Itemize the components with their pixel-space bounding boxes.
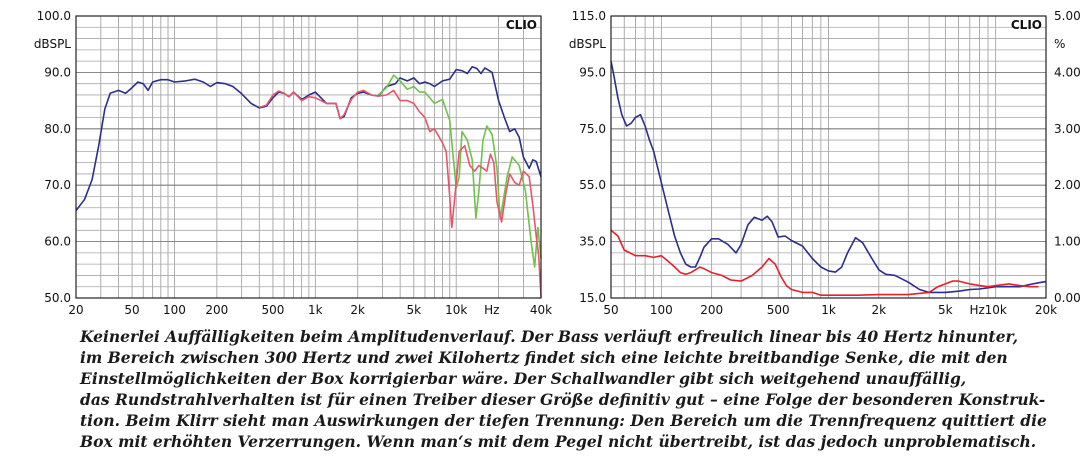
brand-label: CLIO xyxy=(1011,18,1042,32)
charts-area: 50.0 60.0 70.0 80.0 90.0 100.0 dBSPL 20 50 100 200… xyxy=(34,9,1081,317)
series-line xyxy=(259,89,542,297)
x-tick-label: 20k xyxy=(1035,303,1057,317)
x-tick-label: 40k xyxy=(530,303,552,317)
series-line xyxy=(377,74,542,268)
x-axis-label: Hz xyxy=(969,303,984,317)
y2-axis-label: % xyxy=(1054,37,1065,51)
y-tick-label: 95.0 xyxy=(579,65,606,79)
plot-frame xyxy=(610,15,1047,299)
y2-tick-label: 2.00 xyxy=(1054,178,1081,192)
y-tick-label: 60.0 xyxy=(44,235,71,249)
x-tick-label: 200 xyxy=(205,303,228,317)
y-tick-label: 75.0 xyxy=(579,122,606,136)
y-tick-label: 90.0 xyxy=(44,65,71,79)
y-tick-label: 115.0 xyxy=(572,9,606,23)
y2-tick-label: 5.00 xyxy=(1054,9,1081,23)
x-tick-label: 200 xyxy=(700,303,723,317)
caption-line: das Rundstrahlverhalten ist für einen Tr… xyxy=(80,390,1046,409)
x-tick-label: 10k xyxy=(445,303,467,317)
x-tick-label: 1k xyxy=(821,303,836,317)
x-tick-label: 50 xyxy=(603,303,618,317)
y-tick-label: 35.0 xyxy=(579,235,606,249)
x-tick-label: 2k xyxy=(350,303,365,317)
x-tick-label: 1k xyxy=(308,303,323,317)
y2-tick-label: 1.00 xyxy=(1054,235,1081,249)
series-line xyxy=(610,229,1039,296)
x-axis-label: Hz xyxy=(484,303,499,317)
caption-line: im Bereich zwischen 300 Hertz und zwei K… xyxy=(80,348,1008,367)
x-tick-label: 100 xyxy=(163,303,186,317)
y2-tick-label: 0.00 xyxy=(1054,291,1081,305)
x-tick-label: 5k xyxy=(406,303,421,317)
caption-line: tion. Beim Klirr sieht man Auswirkungen … xyxy=(80,411,1047,430)
brand-label: CLIO xyxy=(506,18,537,32)
plot-frame xyxy=(75,15,542,299)
y-tick-label: 80.0 xyxy=(44,122,71,136)
y-tick-label: 100.0 xyxy=(37,9,71,23)
x-tick-label: 500 xyxy=(767,303,790,317)
y-tick-label: 50.0 xyxy=(44,291,71,305)
x-tick-label: 20 xyxy=(68,303,83,317)
y-tick-label: 55.0 xyxy=(579,178,606,192)
y-tick-label: 70.0 xyxy=(44,178,71,192)
x-tick-label: 5k xyxy=(938,303,953,317)
y-axis-label: dBSPL xyxy=(34,37,71,51)
x-tick-label: 100 xyxy=(650,303,673,317)
x-tick-label: 10k xyxy=(985,303,1007,317)
caption-line: Box mit erhöhten Verzerrungen. Wenn man‘… xyxy=(80,432,1037,451)
y2-tick-label: 4.00 xyxy=(1054,65,1081,79)
caption-line: Keinerlei Auffälligkeiten beim Amplitude… xyxy=(80,327,1018,346)
series-line xyxy=(610,60,1047,294)
y-axis-label: dBSPL xyxy=(569,37,606,51)
figure-caption: Keinerlei Auffälligkeiten beim Amplitude… xyxy=(80,326,1080,452)
x-tick-label: 50 xyxy=(124,303,139,317)
x-tick-label: 2k xyxy=(872,303,887,317)
x-tick-label: 500 xyxy=(261,303,284,317)
y2-tick-label: 3.00 xyxy=(1054,122,1081,136)
caption-line: Einstellmöglichkeiten der Box korrigierb… xyxy=(80,369,967,388)
y-tick-label: 15.0 xyxy=(579,291,606,305)
